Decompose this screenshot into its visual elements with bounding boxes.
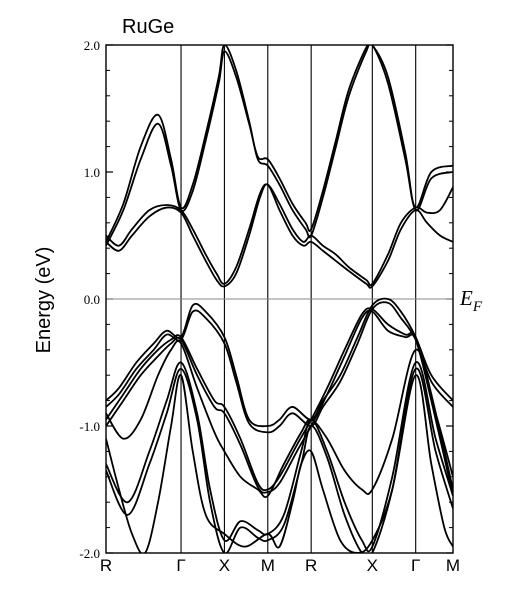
band-line <box>106 183 453 287</box>
y-tick-label: -2.0 <box>79 546 100 561</box>
band-line <box>106 340 453 498</box>
kpoint-label: X <box>367 556 378 575</box>
fermi-label: EF <box>459 286 483 315</box>
band-line <box>106 301 453 434</box>
plot-frame <box>105 44 454 554</box>
kpoint-label: Γ <box>176 556 185 575</box>
kpoint-label: R <box>100 556 112 575</box>
band-line <box>106 309 453 497</box>
chart-title: RuGe <box>122 16 174 38</box>
kpoint-label: M <box>261 556 275 575</box>
band-line <box>106 45 453 247</box>
band-line <box>106 361 453 553</box>
fermi-label-main: E <box>459 286 473 310</box>
y-axis-label: Energy (eV) <box>33 247 55 354</box>
kpoint-label: Γ <box>411 556 420 575</box>
y-tick-label: 0.0 <box>84 292 100 307</box>
y-tick-label: -1.0 <box>79 419 100 434</box>
kpoint-label: X <box>219 556 230 575</box>
kpoint-label: R <box>305 556 317 575</box>
band-line <box>106 183 453 289</box>
kpoint-label: M <box>446 556 460 575</box>
y-tick-label: 2.0 <box>84 38 100 53</box>
fermi-label-sub: F <box>472 299 483 315</box>
band-lines <box>106 45 453 553</box>
y-tick-label: 1.0 <box>84 165 100 180</box>
band-line <box>106 374 453 553</box>
band-line <box>106 297 453 428</box>
band-line <box>106 367 453 553</box>
